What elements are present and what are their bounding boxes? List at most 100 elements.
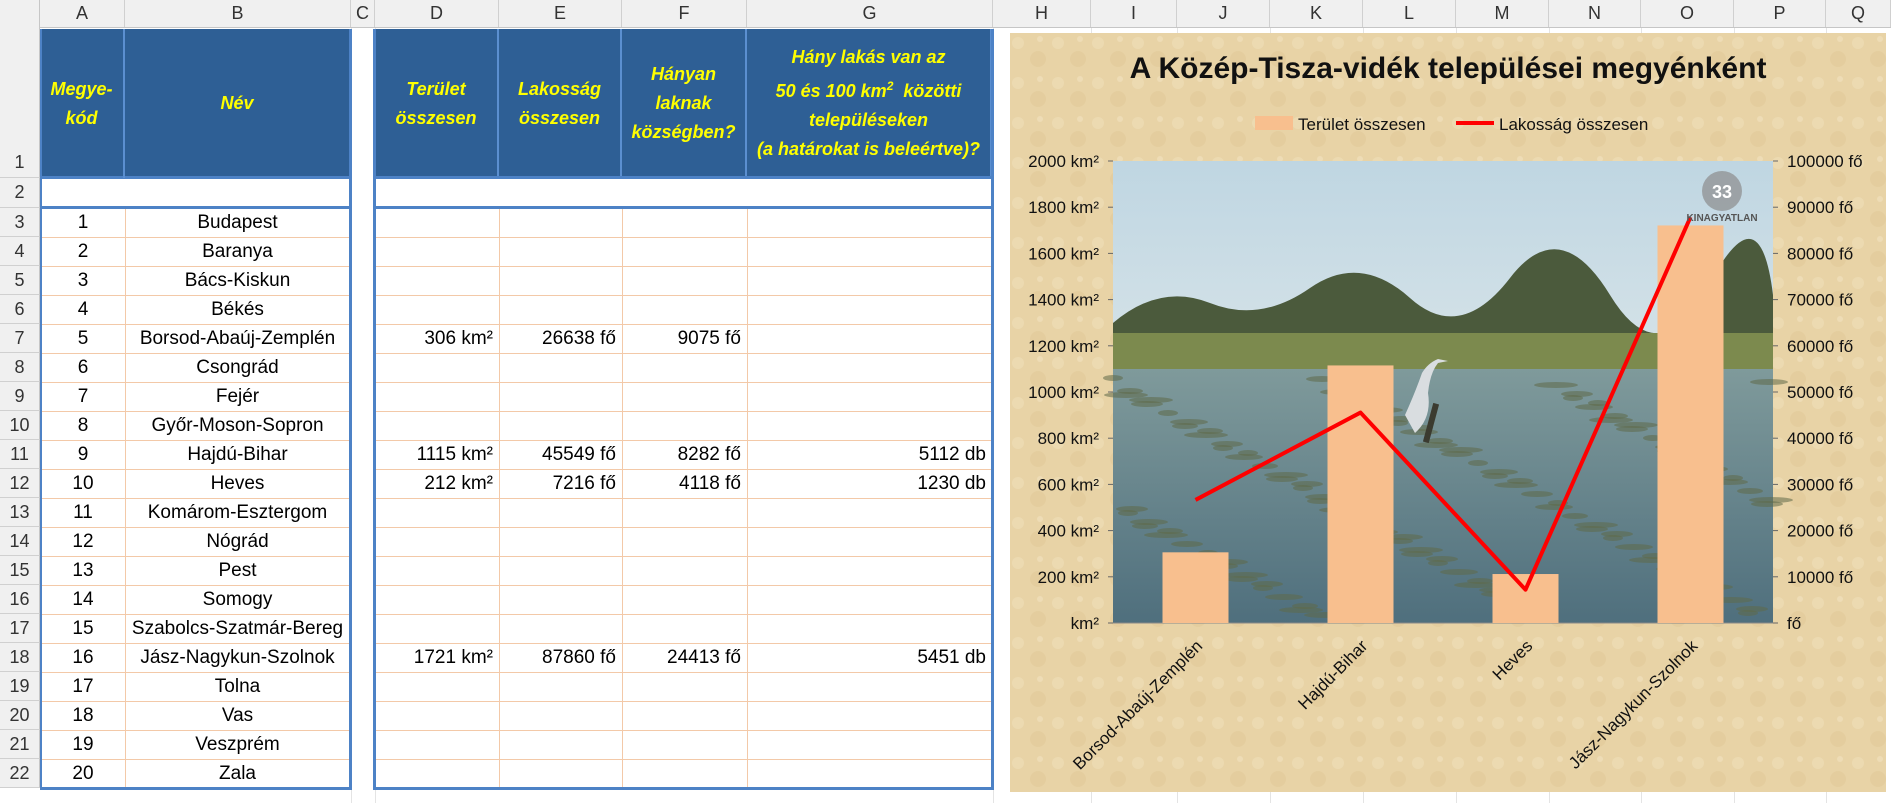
column-header-n[interactable]: N <box>1549 0 1641 27</box>
cell-terulet[interactable] <box>376 672 498 701</box>
cell-lakossag[interactable] <box>499 759 621 788</box>
cell-megyekod[interactable]: 17 <box>72 675 94 697</box>
cell-megyekod[interactable]: 13 <box>72 559 94 581</box>
cell-megyekod[interactable]: 4 <box>77 298 89 320</box>
cell-nev[interactable]: Győr-Moson-Sopron <box>151 414 324 436</box>
cell-kozseg[interactable] <box>622 701 746 730</box>
cell-nev[interactable]: Jász-Nagykun-Szolnok <box>140 646 335 668</box>
cell-lakossag[interactable] <box>499 237 621 266</box>
row-header-4[interactable]: 4 <box>0 237 40 266</box>
cell-kozseg[interactable] <box>622 266 746 295</box>
cell-kozseg[interactable] <box>622 585 746 614</box>
row-header-13[interactable]: 13 <box>0 498 40 527</box>
row-header-22[interactable]: 22 <box>0 759 40 788</box>
cell-terulet[interactable] <box>376 353 498 382</box>
cell-lakas[interactable] <box>747 527 991 556</box>
cell-lakas[interactable] <box>747 759 991 788</box>
cell-nev[interactable]: Komárom-Esztergom <box>147 501 328 523</box>
cell-megyekod[interactable]: 20 <box>72 762 94 784</box>
row-header-14[interactable]: 14 <box>0 527 40 556</box>
cell-lakas[interactable] <box>747 208 991 237</box>
cell-kozseg[interactable] <box>622 614 746 643</box>
cell-megyekod[interactable]: 9 <box>77 443 89 465</box>
cell-megyekod[interactable]: 5 <box>77 327 89 349</box>
cell-lakossag[interactable] <box>499 208 621 237</box>
column-header-i[interactable]: I <box>1091 0 1177 27</box>
cell-terulet[interactable] <box>376 556 498 585</box>
cell-nev[interactable]: Szabolcs-Szatmár-Bereg <box>131 617 344 639</box>
row-header-8[interactable]: 8 <box>0 353 40 382</box>
row-header-10[interactable]: 10 <box>0 411 40 440</box>
cell-kozseg[interactable] <box>622 295 746 324</box>
cell-lakossag[interactable] <box>499 672 621 701</box>
column-header-l[interactable]: L <box>1363 0 1456 27</box>
cell-kozseg[interactable]: 24413 fő <box>667 646 741 668</box>
row-header-2[interactable]: 2 <box>0 178 40 208</box>
cell-kozseg[interactable] <box>622 353 746 382</box>
header-lakossag[interactable]: Lakosság összesen <box>499 29 622 178</box>
cell-terulet[interactable] <box>376 585 498 614</box>
header-terulet[interactable]: Terület összesen <box>375 29 499 178</box>
cell-terulet[interactable] <box>376 614 498 643</box>
cell-nev[interactable]: Veszprém <box>195 733 280 755</box>
cell-lakossag[interactable] <box>499 527 621 556</box>
cell-megyekod[interactable]: 11 <box>73 501 93 523</box>
cell-terulet[interactable]: 1115 km² <box>416 443 493 465</box>
cell-kozseg[interactable] <box>622 498 746 527</box>
cell-nev[interactable]: Vas <box>221 704 254 726</box>
column-header-k[interactable]: K <box>1270 0 1363 27</box>
cell-lakossag[interactable]: 26638 fő <box>542 327 616 349</box>
header-nev[interactable]: Név <box>125 29 351 178</box>
cell-megyekod[interactable]: 10 <box>72 472 94 494</box>
cell-lakossag[interactable] <box>499 266 621 295</box>
cell-lakas[interactable] <box>747 614 991 643</box>
cell-terulet[interactable]: 306 km² <box>424 327 493 349</box>
cell-nev[interactable]: Bács-Kiskun <box>184 269 291 291</box>
cell-lakas[interactable] <box>747 266 991 295</box>
cell-kozseg[interactable] <box>622 237 746 266</box>
cell-megyekod[interactable]: 14 <box>72 588 94 610</box>
cell-megyekod[interactable]: 18 <box>72 704 94 726</box>
cell-lakas[interactable] <box>747 353 991 382</box>
cell-lakas[interactable] <box>747 237 991 266</box>
column-header-m[interactable]: M <box>1456 0 1549 27</box>
cell-kozseg[interactable] <box>622 672 746 701</box>
column-header-c[interactable]: C <box>351 0 375 27</box>
cell-lakossag[interactable] <box>499 701 621 730</box>
row-header-16[interactable]: 16 <box>0 585 40 614</box>
cell-lakossag[interactable]: 87860 fő <box>542 646 616 668</box>
cell-lakas[interactable] <box>747 556 991 585</box>
cell-nev[interactable]: Békés <box>211 298 264 320</box>
cell-megyekod[interactable]: 8 <box>77 414 89 436</box>
cell-nev[interactable]: Budapest <box>197 211 278 233</box>
row-header-12[interactable]: 12 <box>0 469 40 498</box>
cell-kozseg[interactable]: 8282 fő <box>677 443 741 465</box>
row-header-11[interactable]: 11 <box>0 440 40 469</box>
header-megyekod[interactable]: Megye-kód <box>40 29 125 178</box>
cell-lakas[interactable] <box>747 411 991 440</box>
row-header-19[interactable]: 19 <box>0 672 40 701</box>
cell-terulet[interactable]: 1721 km² <box>413 646 493 668</box>
cell-lakas[interactable] <box>747 498 991 527</box>
cell-terulet[interactable] <box>376 208 498 237</box>
column-header-g[interactable]: G <box>747 0 993 27</box>
cell-lakossag[interactable] <box>499 411 621 440</box>
column-header-h[interactable]: H <box>993 0 1091 27</box>
cell-lakossag[interactable] <box>499 556 621 585</box>
cell-lakossag[interactable] <box>499 353 621 382</box>
cell-terulet[interactable] <box>376 701 498 730</box>
header-hanyan[interactable]: Hányan laknak községben? <box>622 29 747 178</box>
cell-megyekod[interactable]: 7 <box>77 385 89 407</box>
cell-terulet[interactable] <box>376 498 498 527</box>
cell-nev[interactable]: Hajdú-Bihar <box>187 443 288 465</box>
select-all-corner[interactable] <box>0 0 40 28</box>
cell-lakossag[interactable] <box>499 585 621 614</box>
cell-lakas[interactable] <box>747 701 991 730</box>
column-header-o[interactable]: O <box>1641 0 1734 27</box>
row-header-7[interactable]: 7 <box>0 324 40 353</box>
cell-lakossag[interactable] <box>499 614 621 643</box>
row-header-18[interactable]: 18 <box>0 643 40 672</box>
cell-lakossag[interactable]: 7216 fő <box>552 472 616 494</box>
row-header-9[interactable]: 9 <box>0 382 40 411</box>
cell-kozseg[interactable] <box>622 527 746 556</box>
